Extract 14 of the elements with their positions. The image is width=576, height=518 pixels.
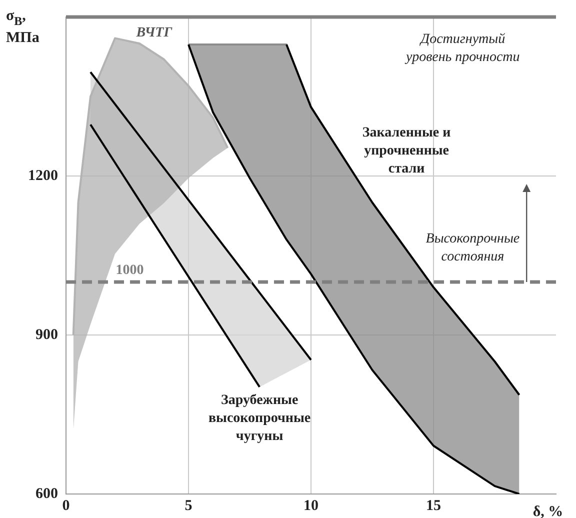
y-tick-label: 900	[36, 326, 58, 343]
x-axis-title: δ, %	[532, 504, 564, 518]
x-tick-label: 0	[62, 498, 70, 514]
series-label: ВЧТГ	[135, 26, 173, 41]
series-label: Закаленные и упрочненные стали	[362, 125, 451, 176]
ref-line-label: Достигнутый уровень прочности	[404, 32, 520, 65]
x-tick-label: 5	[184, 498, 192, 514]
annotation: Высокопрочные состояния	[426, 231, 520, 264]
y-tick-label: 600	[36, 486, 58, 502]
ref-line-label: 1000	[116, 263, 144, 278]
x-tick-label: 15	[426, 498, 441, 514]
text: Зарубежные высокопрочные чугуны	[208, 392, 311, 444]
x-tick-label: 10	[304, 498, 318, 514]
y-tick-label: 1200	[28, 168, 58, 184]
